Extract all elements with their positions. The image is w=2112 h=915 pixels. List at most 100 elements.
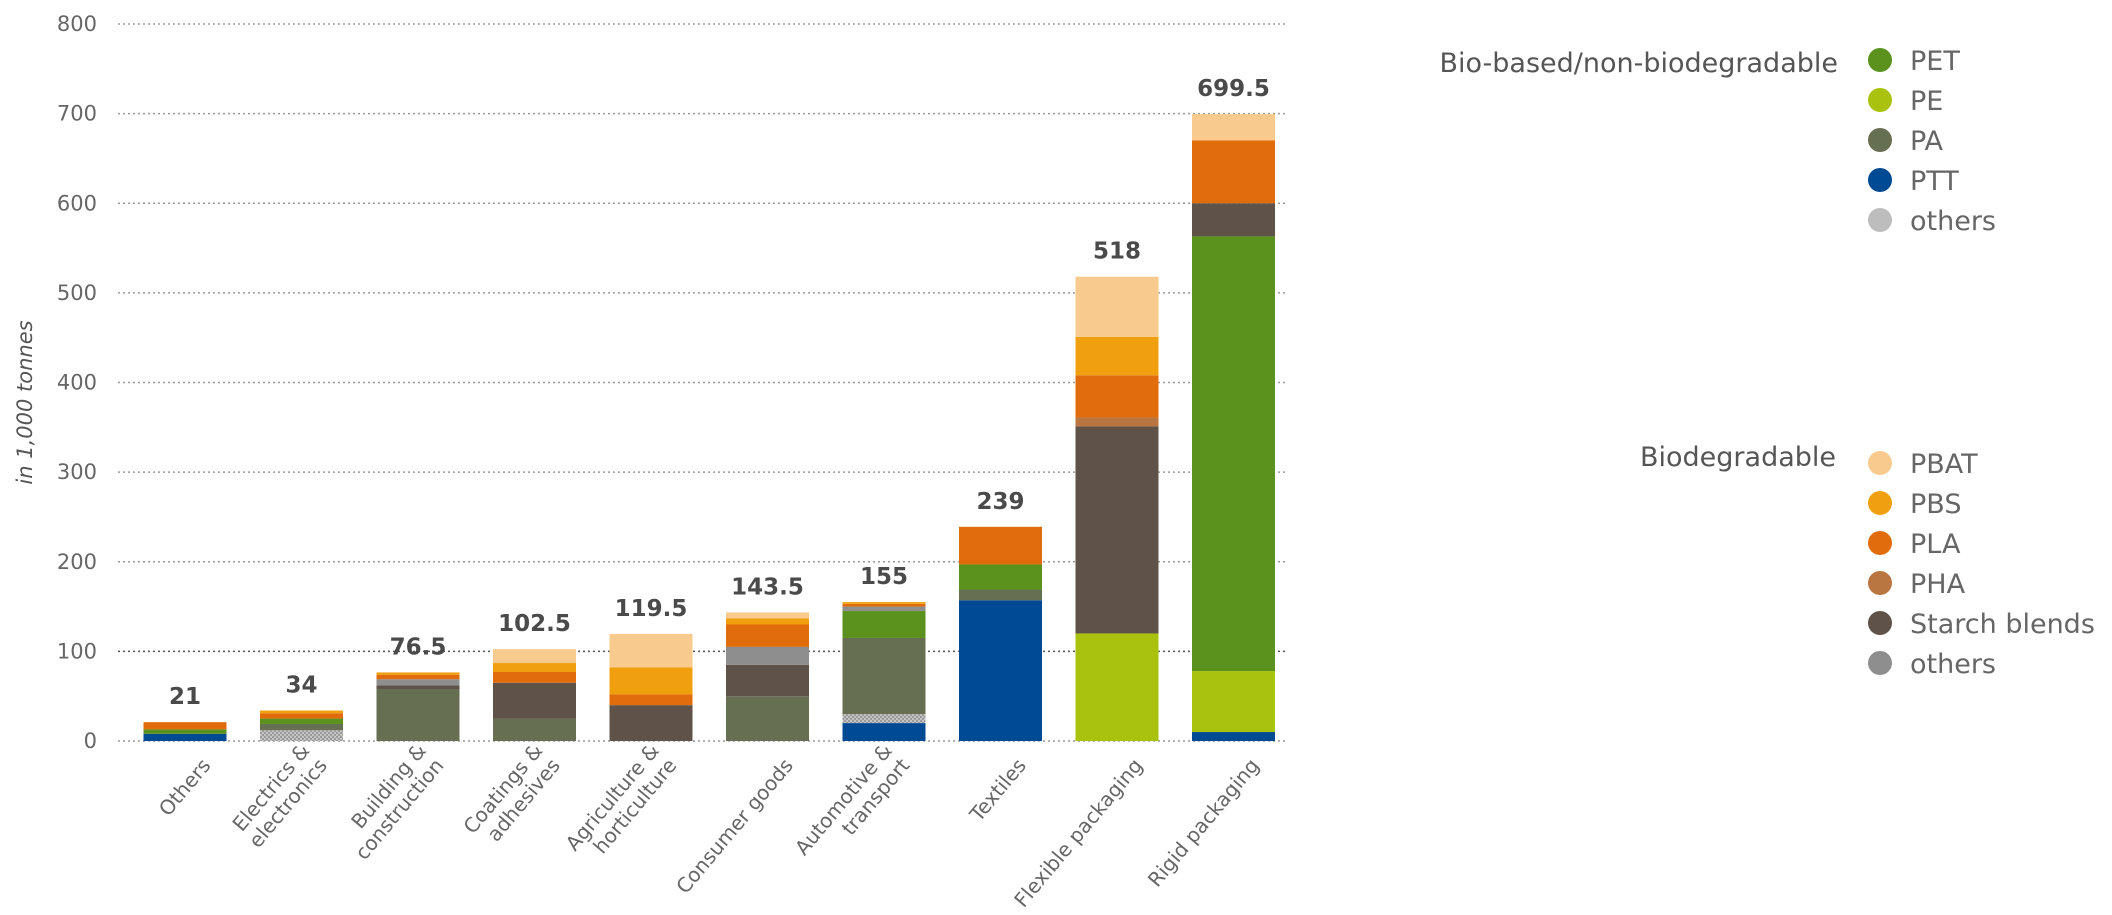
bar-segment-pbat: [726, 612, 809, 619]
y-tick-label: 400: [57, 371, 97, 395]
bar-total-label: 119.5: [615, 596, 688, 622]
legend-item-label: PET: [1910, 46, 1960, 77]
bar-segment-pa: [842, 637, 926, 715]
y-tick-label: 0: [84, 729, 97, 753]
bar-segment-ptt: [959, 600, 1042, 741]
gridlines: [118, 23, 1288, 742]
y-tick-label: 600: [57, 191, 97, 215]
legend-item-label: others: [1910, 206, 1996, 237]
x-category-label-line: Others: [154, 754, 216, 821]
y-tick-label: 100: [57, 639, 97, 663]
bar-total-label: 518: [1093, 239, 1141, 265]
x-category-label: Rigid packaging: [1143, 754, 1264, 892]
bar-segment-others: [376, 679, 460, 686]
bar-segment-pbs: [376, 672, 460, 675]
bar-segment-pla: [376, 674, 460, 680]
y-axis-ticks: 0 100 200 300 400 500 600 700 800: [57, 12, 97, 753]
y-tick-label: 800: [57, 12, 97, 36]
y-tick-label: 200: [57, 550, 97, 574]
bar-segment-pbs: [1075, 336, 1159, 376]
bar-total-label: 102.5: [498, 611, 571, 637]
bar-segment-others: [842, 714, 926, 724]
legend-swatch: [1868, 491, 1892, 515]
bar-segment-pla: [260, 713, 343, 719]
y-axis-label: in 1,000 tonnes: [13, 320, 37, 484]
bar-segment-starch-blends: [493, 682, 576, 719]
x-category-label-line: Textiles: [964, 754, 1031, 827]
legend-swatch: [1868, 128, 1892, 152]
legend-swatch: [1868, 168, 1892, 192]
bar-segment-pla: [1192, 140, 1275, 204]
y-tick-label: 700: [57, 102, 97, 126]
legend-swatch: [1868, 611, 1892, 635]
y-tick-label: 500: [57, 281, 97, 305]
x-category-label: Building &construction: [346, 739, 448, 864]
bar-segment-pbat: [1075, 276, 1159, 337]
bar-segment-pbs: [726, 618, 809, 625]
bar-segment-others: [726, 646, 809, 665]
x-category-label: Electrics &electronics: [227, 739, 331, 852]
legend-item-label: PE: [1910, 86, 1943, 117]
bar-segment-pla: [959, 526, 1042, 565]
bar-segment-ptt: [842, 723, 926, 741]
bar-segment-pa: [726, 696, 809, 741]
bar-total-label: 239: [976, 489, 1024, 515]
legend: Bio-based/non-biodegradable PET PE PA PTT oth…: [1439, 46, 2094, 680]
bar-segment-pla: [609, 694, 693, 706]
bar-segment-starch-blends: [376, 685, 460, 690]
bar-segment-starch-blends: [1192, 203, 1275, 237]
legend-swatch: [1868, 571, 1892, 595]
legend-swatch: [1868, 451, 1892, 475]
bar-segment-pbs: [842, 602, 926, 604]
legend-item-label: PLA: [1910, 529, 1961, 560]
bar-segment-pe: [1192, 671, 1275, 733]
bar-segment-pet: [143, 729, 227, 734]
bar-segment-pbs: [260, 710, 343, 714]
bar-segment-starch-blends: [609, 705, 693, 741]
bar-total-label: 155: [860, 564, 908, 590]
bar-segment-pbat: [493, 649, 576, 664]
bar-segment-pa: [260, 723, 343, 731]
bar-total-label: 34: [285, 673, 317, 699]
bar-segment-pa: [493, 718, 576, 741]
bar-segment-others: [842, 606, 926, 612]
legend-swatch: [1868, 48, 1892, 72]
x-category-label: Consumer goods: [671, 754, 798, 899]
legend-swatch: [1868, 208, 1892, 232]
bar-segment-starch-blends: [1075, 426, 1159, 634]
bar-segment-pe: [1075, 633, 1159, 741]
bar-segment-pet: [842, 611, 926, 638]
legend-item-label: PA: [1910, 126, 1944, 157]
bar-segment-starch-blends: [726, 664, 809, 697]
legend-item-label: others: [1910, 649, 1996, 680]
bar-total-label: 143.5: [731, 574, 804, 600]
bar-segment-pla: [726, 624, 809, 647]
x-category-label-line: Flexible packaging: [1009, 754, 1147, 912]
bar-segment-pha: [1075, 417, 1159, 427]
bar-segment-pla: [842, 603, 926, 607]
legend-swatch: [1868, 88, 1892, 112]
bar-segment-ptt: [143, 733, 227, 741]
bar-segment-pa: [959, 589, 1042, 601]
bar-segment-pet: [959, 564, 1042, 590]
legend-item-label: PBAT: [1910, 449, 1978, 480]
bar-total-label: 76.5: [390, 634, 447, 660]
bar-total-label: 699.5: [1197, 76, 1270, 102]
legend-swatch: [1868, 531, 1892, 555]
legend-group-heading: Bio-based/non-biodegradable: [1439, 48, 1838, 79]
legend-item-label: PHA: [1910, 569, 1966, 600]
legend-item-label: Starch blends: [1910, 609, 2095, 640]
legend-item-label: PTT: [1910, 166, 1959, 197]
bar-segment-pbs: [493, 663, 576, 672]
x-category-label: Textiles: [964, 754, 1031, 827]
bars: [143, 114, 1275, 741]
bar-total-labels: 21 34 76.5 102.5 119.5 143.5 155 239 518 699.5: [169, 76, 1270, 710]
bar-segment-pa: [376, 689, 460, 741]
bar-segment-pbat: [609, 633, 693, 668]
legend-item-label: PBS: [1910, 489, 1961, 520]
legend-group-heading: Biodegradable: [1640, 442, 1836, 473]
x-category-label: Others: [154, 754, 216, 821]
x-category-label-line: Rigid packaging: [1143, 754, 1264, 892]
bar-segment-pla: [1075, 375, 1159, 418]
